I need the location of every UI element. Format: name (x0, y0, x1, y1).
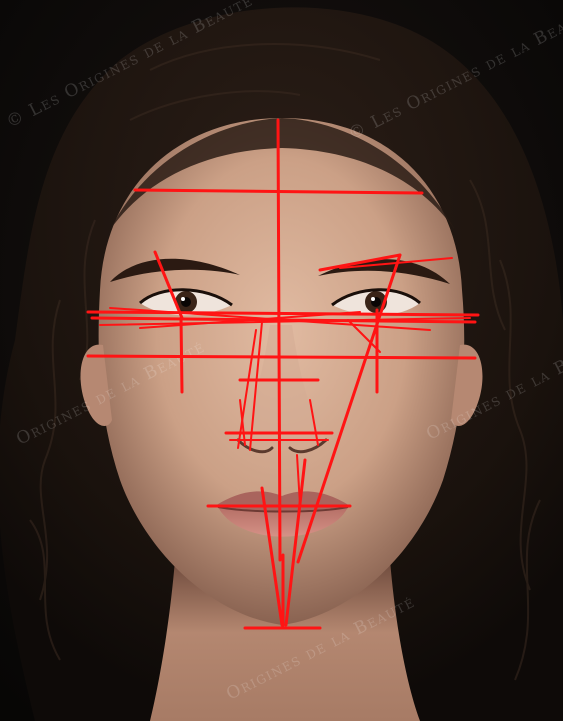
forehead-line (133, 188, 424, 195)
nose-right-line (309, 399, 319, 446)
nose (236, 325, 328, 454)
eye-line-1 (86, 310, 480, 317)
diagonal-right-line (296, 253, 402, 564)
center-vertical-line (276, 118, 282, 562)
proportion-guide-lines (86, 118, 480, 630)
eye-line-3 (99, 317, 471, 326)
chin-right-diagonal (284, 458, 307, 627)
right-brow-line (318, 253, 402, 272)
nose-left-line-2 (237, 329, 257, 449)
nose-left-line-3 (239, 399, 246, 446)
left-brow-diagonal (153, 250, 184, 320)
eyes (138, 288, 422, 316)
chin-left-diagonal (260, 486, 284, 627)
lower-eye-line (86, 354, 477, 360)
eye-line-5 (139, 311, 361, 329)
left-pupil-vertical (179, 316, 184, 394)
diagonal-eye-line (347, 319, 381, 353)
nose-left-line (249, 321, 263, 451)
